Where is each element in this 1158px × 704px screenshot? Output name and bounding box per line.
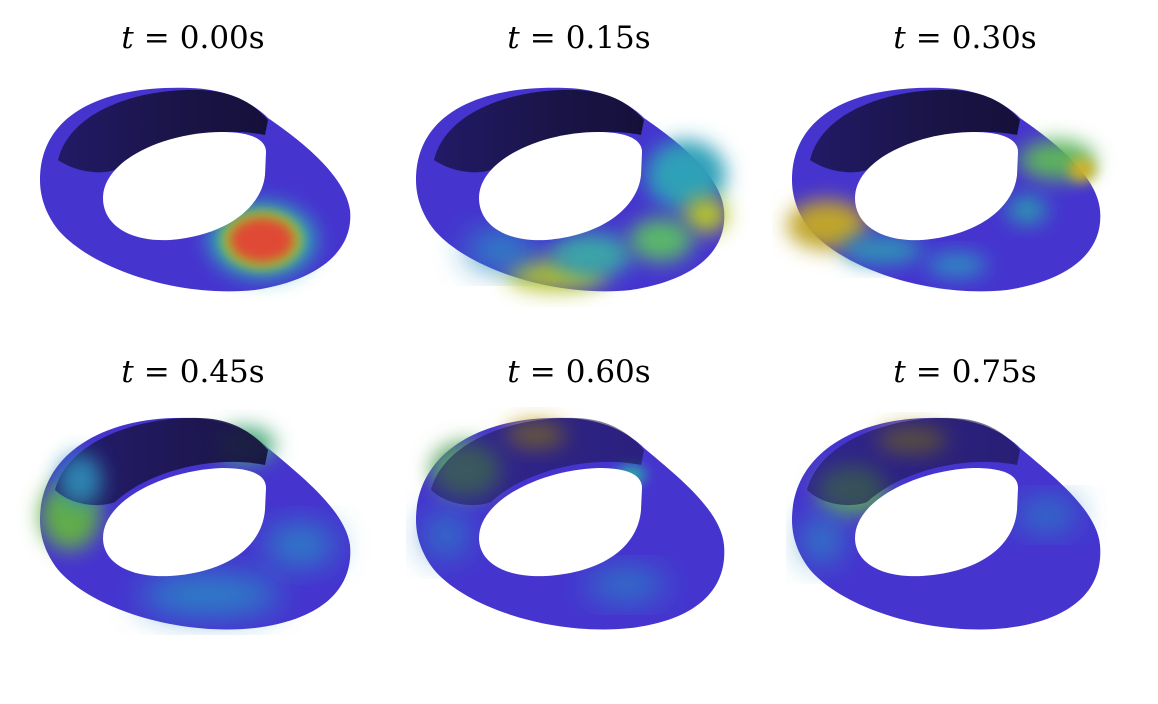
panel-t030: t = 0.30s [772,0,1158,330]
strip-inner-wall [55,417,268,506]
panel-title: t = 0.30s [772,18,1158,58]
strip-hole [103,468,266,577]
panel-title: t = 0.75s [772,352,1158,392]
time-variable: t [507,354,520,390]
mobius-strip-plot [792,417,1101,630]
panel-title: t = 0.00s [0,18,386,58]
strip-hole [855,468,1018,577]
time-variable: t [121,20,134,56]
equals-sign: = [529,354,556,390]
time-value: 0.75s [951,354,1037,390]
time-variable: t [507,20,520,56]
time-value: 0.60s [565,354,651,390]
time-value: 0.30s [951,20,1037,56]
time-value: 0.15s [565,20,651,56]
panel-title: t = 0.60s [386,352,772,392]
time-value: 0.00s [179,20,265,56]
strip-hole [479,468,642,577]
strip-inner-wall [58,89,268,173]
panel-title: t = 0.15s [386,18,772,58]
mobius-strip-plot [416,87,728,292]
strip-inner-wall [431,417,644,506]
panel-t045: t = 0.45s [0,340,386,670]
time-variable: t [121,354,134,390]
equals-sign: = [915,20,942,56]
mobius-strip-plot [787,87,1101,292]
time-value: 0.45s [179,354,265,390]
strip-inner-wall [810,89,1020,173]
strip-inner-wall [807,417,1020,506]
equals-sign: = [915,354,942,390]
mobius-strip-plot [40,417,351,630]
strip-hole [479,132,642,241]
equals-sign: = [529,20,556,56]
panel-t060: t = 0.60s [386,340,772,670]
time-variable: t [893,20,906,56]
panel-t000: t = 0.00s [0,0,386,330]
strip-hole [103,132,266,241]
equals-sign: = [143,354,170,390]
mobius-strip-plot [416,417,725,630]
mobius-strip-plot [40,87,351,292]
panel-t075: t = 0.75s [772,340,1158,670]
panel-t015: t = 0.15s [386,0,772,330]
strip-hole [855,132,1018,241]
equals-sign: = [143,20,170,56]
strip-inner-wall [434,89,644,173]
panel-title: t = 0.45s [0,352,386,392]
time-variable: t [893,354,906,390]
